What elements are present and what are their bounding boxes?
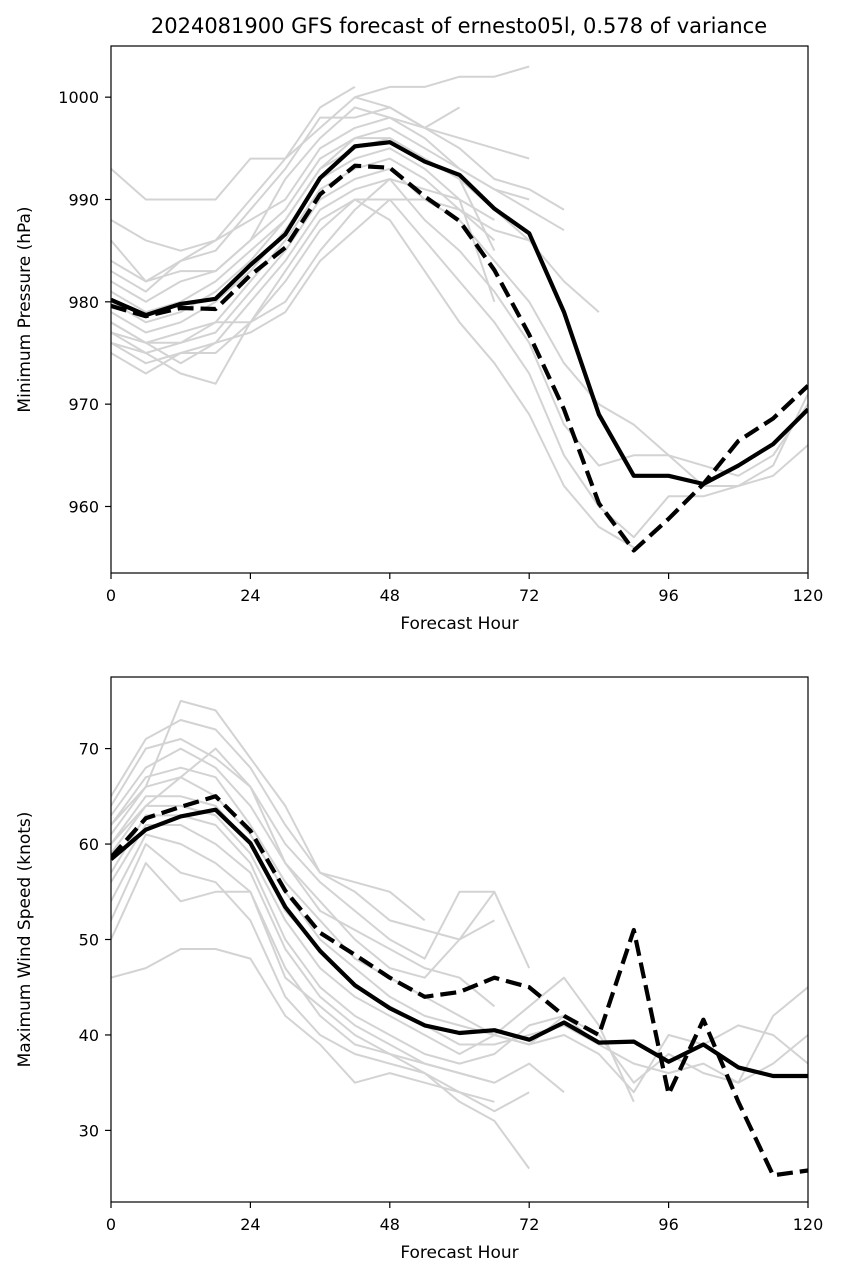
wind-panel: 0 24 48 72 96 120 30 40 50 60 70 Forecast Hour Ma… — [15, 676, 823, 1263]
pressure-dashed-line — [111, 163, 808, 553]
wind-y-tick-label: 50 — [79, 931, 99, 950]
wind-ensemble-member-3 — [111, 843, 495, 1103]
wind-y-axis-label: Maximum Wind Speed (knots) — [15, 812, 35, 1068]
pressure-ensemble-member-2 — [354, 65, 530, 99]
wind-ensemble-member-13 — [111, 719, 495, 941]
pressure-y-tick-label: 980 — [68, 293, 99, 312]
wind-x-tick-label: 120 — [793, 1215, 824, 1234]
pressure-x-tick-label: 48 — [380, 586, 400, 605]
wind-ensemble-member-10 — [111, 766, 808, 1084]
wind-y-tick-label: 30 — [79, 1121, 99, 1140]
wind-ensemble-member-14 — [111, 699, 426, 922]
wind-x-tick-label: 48 — [380, 1215, 400, 1234]
pressure-x-axis-label: Forecast Hour — [400, 614, 518, 634]
wind-x-axis-label: Forecast Hour — [400, 1243, 518, 1263]
wind-y-ticks: 30 40 50 60 70 — [79, 740, 111, 1140]
pressure-plot-frame — [110, 45, 809, 574]
wind-x-tick-label: 24 — [240, 1215, 260, 1234]
pressure-x-tick-label: 24 — [240, 586, 260, 605]
pressure-x-tick-label: 96 — [658, 586, 678, 605]
pressure-ensemble-member-8 — [111, 137, 600, 314]
pressure-ensemble-member-11 — [111, 157, 496, 344]
wind-ensemble-member-7 — [111, 804, 635, 1103]
wind-ensemble-member-2 — [111, 862, 531, 1170]
pressure-ensemble-member-15 — [111, 198, 635, 549]
wind-ensemble-member-5 — [111, 824, 565, 1093]
wind-solid-line — [111, 807, 808, 1079]
pressure-ensemble-member-13 — [111, 178, 808, 487]
wind-x-tick-label: 72 — [519, 1215, 539, 1234]
pressure-y-tick-label: 970 — [68, 395, 99, 414]
wind-x-ticks: 0 24 48 72 96 120 — [106, 1202, 823, 1234]
pressure-ensemble-member-17 — [111, 178, 495, 344]
wind-x-tick-label: 96 — [658, 1215, 678, 1234]
pressure-x-tick-label: 72 — [519, 586, 539, 605]
pressure-ensemble-member-1 — [111, 86, 356, 201]
pressure-y-tick-label: 960 — [68, 497, 99, 516]
pressure-y-tick-label: 1000 — [58, 88, 99, 107]
figure-title: 2024081900 GFS forecast of ernesto05l, 0… — [151, 14, 767, 38]
pressure-solid-line — [111, 140, 808, 487]
wind-y-tick-label: 40 — [79, 1026, 99, 1045]
wind-dashed-line — [111, 794, 808, 1178]
pressure-y-tick-label: 990 — [68, 190, 99, 209]
wind-ensemble-member-12 — [111, 738, 495, 960]
wind-y-tick-label: 60 — [79, 835, 99, 854]
pressure-ensemble-member-7 — [111, 126, 565, 303]
pressure-y-ticks: 960 970 980 990 1000 — [58, 88, 111, 516]
pressure-series-lines — [111, 140, 808, 553]
pressure-x-ticks: 0 24 48 72 96 120 — [106, 573, 823, 605]
pressure-y-axis-label: Minimum Pressure (hPa) — [15, 206, 35, 412]
wind-y-tick-label: 70 — [79, 740, 99, 759]
wind-series-lines — [111, 794, 808, 1178]
pressure-ensemble-member-6 — [111, 116, 565, 293]
pressure-ensemble-member-16 — [111, 198, 530, 365]
pressure-panel: 0 24 48 72 96 120 960 970 980 990 1000 Forecast H… — [15, 45, 823, 634]
pressure-x-tick-label: 120 — [793, 586, 824, 605]
pressure-ensemble-member-12 — [111, 167, 808, 477]
wind-ensemble-member-15 — [111, 747, 496, 1008]
pressure-x-tick-label: 0 — [106, 586, 116, 605]
wind-x-tick-label: 0 — [106, 1215, 116, 1234]
